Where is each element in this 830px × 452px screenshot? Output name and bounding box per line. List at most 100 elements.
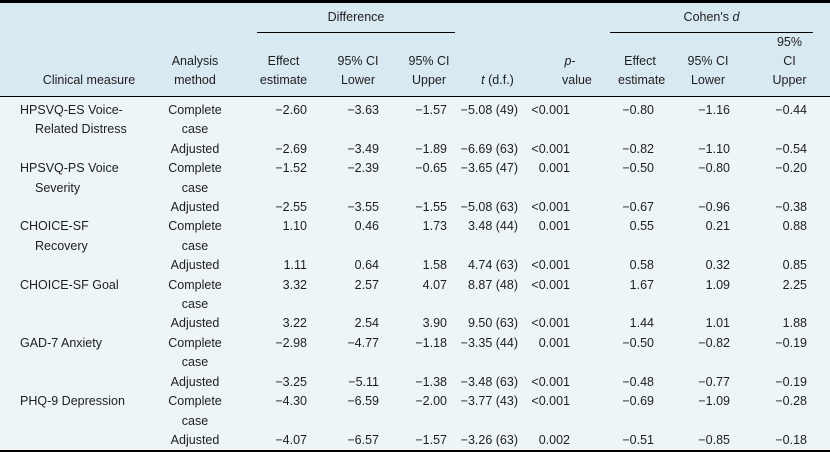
cell-diff-ci-upper: −1.18: [415, 335, 447, 350]
cell-diff-effect: −4.30: [275, 394, 307, 409]
cell-t-df: −3.77 (43): [460, 394, 518, 409]
cell-d-ci-lower: −0.77: [698, 374, 730, 389]
col-header-diff-ci-lower: 95% CI Lower: [315, 33, 387, 97]
cell-t-df: −3.35 (44): [460, 335, 518, 350]
table-row: Adjusted 1.11 0.64 1.58 4.74 (63) <0.001…: [0, 256, 830, 275]
cell-t-df: 8.87 (48): [467, 277, 518, 292]
table-row: Adjusted −2.55 −3.55 −1.55 −5.08 (63) <0…: [0, 198, 830, 217]
col-header-d-ci-lower: 95% CI Lower: [662, 33, 738, 97]
spanner-spacer-p: [526, 2, 578, 34]
cell-p-value: <0.001: [531, 374, 570, 389]
cell-measure: CHOICE-SF Recovery: [20, 219, 89, 253]
col-header-p-value: p- value: [526, 33, 592, 97]
cell-d-effect: −0.48: [622, 374, 654, 389]
cell-diff-ci-lower: 2.57: [354, 277, 379, 292]
cell-diff-ci-lower: −4.77: [347, 335, 379, 350]
cell-diff-effect: −3.25: [275, 374, 307, 389]
cell-d-effect: 0.55: [629, 219, 654, 234]
cell-diff-effect: −2.98: [275, 335, 307, 350]
cell-measure: [0, 256, 158, 275]
table-row: HPSVQ-ES Voice- Related Distress Complete…: [0, 97, 830, 140]
cell-diff-ci-upper: −1.55: [415, 200, 447, 215]
col-header-d-ci-upper: 95% CI Upper: [738, 33, 830, 97]
cell-t-df: −3.65 (47): [460, 161, 518, 176]
cell-d-ci-upper: −0.20: [775, 161, 808, 176]
cell-d-effect: 0.58: [629, 258, 654, 273]
cell-d-ci-upper: −0.38: [775, 200, 808, 215]
table-row: Adjusted 3.22 2.54 3.90 9.50 (63) <0.001…: [0, 314, 830, 333]
cell-diff-ci-lower: 0.64: [354, 258, 379, 273]
table-row: Adjusted −3.25 −5.11 −1.38 −3.48 (63) <0…: [0, 373, 830, 392]
cell-diff-ci-lower: −5.11: [348, 374, 379, 389]
cell-d-effect: 1.67: [629, 277, 654, 292]
cell-measure: PHQ-9 Depression: [20, 394, 125, 409]
cell-diff-ci-lower: −3.49: [347, 141, 379, 156]
cell-d-ci-lower: 0.32: [705, 258, 730, 273]
cell-t-df: 4.74 (63): [467, 258, 518, 273]
cell-d-ci-lower: −1.16: [698, 103, 730, 117]
cell-p-value: 0.001: [538, 335, 570, 350]
cell-d-ci-upper: −0.54: [775, 141, 808, 156]
cell-p-value: <0.001: [531, 258, 570, 273]
col-header-diff-ci-upper: 95% CI Upper: [387, 33, 455, 97]
cell-diff-effect: 1.11: [283, 258, 307, 273]
cell-analysis-method: Adjusted: [170, 374, 220, 389]
cell-t-df: 9.50 (63): [467, 316, 518, 331]
cell-measure: CHOICE-SF Goal: [20, 277, 119, 292]
cell-d-ci-upper: −0.44: [775, 103, 808, 117]
cell-d-ci-lower: −0.96: [698, 200, 730, 215]
cell-measure: HPSVQ-ES Voice- Related Distress: [20, 103, 127, 137]
cell-p-value: <0.001: [531, 316, 570, 331]
cell-diff-effect: −2.69: [275, 141, 307, 156]
column-header-row: Clinical measure Analysis method Effect es…: [0, 33, 830, 97]
cell-analysis-method: Adjusted: [170, 200, 220, 215]
cell-p-value: 0.001: [538, 161, 570, 176]
cell-p-value: <0.001: [531, 394, 570, 409]
cell-d-effect: 1.44: [629, 316, 654, 331]
cell-analysis-method: Complete case: [168, 335, 222, 370]
cell-diff-ci-lower: −3.55: [347, 200, 379, 215]
cell-diff-ci-upper: −1.38: [415, 374, 447, 389]
cell-d-ci-lower: 1.01: [705, 316, 730, 331]
cell-diff-ci-lower: −3.63: [347, 103, 379, 117]
cell-d-effect: −0.69: [622, 394, 654, 409]
cell-diff-effect: −1.52: [275, 161, 307, 176]
cell-diff-effect: 1.10: [282, 219, 307, 234]
table-row: PHQ-9 Depression Complete case −4.30 −6.5…: [0, 392, 830, 431]
cell-diff-ci-upper: −0.65: [415, 161, 447, 176]
cell-diff-effect: −2.55: [275, 200, 307, 215]
cell-diff-ci-lower: 0.46: [354, 219, 379, 234]
cell-d-ci-lower: 0.21: [705, 219, 730, 234]
cell-d-effect: −0.82: [622, 141, 654, 156]
cell-diff-ci-lower: 2.54: [354, 316, 379, 331]
cell-t-df: −5.08 (49): [460, 103, 518, 117]
cell-diff-ci-upper: 3.90: [422, 316, 447, 331]
cell-diff-ci-lower: −6.59: [347, 394, 379, 409]
cell-diff-ci-upper: 1.58: [422, 258, 447, 273]
cell-diff-ci-upper: −1.89: [415, 141, 447, 156]
cell-diff-ci-upper: 1.73: [422, 219, 447, 234]
cell-d-ci-upper: −0.19: [775, 374, 808, 389]
cell-d-ci-lower: −0.82: [698, 335, 730, 350]
table-row: HPSVQ-PS Voice Severity Complete case −1.5…: [0, 159, 830, 198]
cell-t-df: 3.48 (44): [467, 219, 518, 234]
table-header: Difference Cohen's d Clinical measure An…: [0, 1, 830, 97]
cell-d-ci-upper: 0.88: [782, 219, 808, 234]
spanner-spacer-t: [455, 2, 526, 34]
cell-d-effect: −0.80: [622, 103, 654, 117]
cell-p-value: <0.001: [531, 200, 570, 215]
cell-analysis-method: Complete case: [168, 103, 222, 137]
table-row: CHOICE-SF Goal Complete case 3.32 2.57 4.…: [0, 276, 830, 315]
cell-d-effect: −0.67: [622, 200, 654, 215]
cell-diff-ci-upper: −1.57: [415, 103, 447, 117]
cell-t-df: −6.69 (63): [460, 141, 518, 156]
spanner-spacer-left: [0, 2, 232, 34]
cell-d-effect: −0.50: [622, 161, 654, 176]
table-row: CHOICE-SF Recovery Complete case 1.10 0.46…: [0, 217, 830, 256]
cell-measure: [0, 140, 158, 159]
col-header-d-effect-estimate: Effect estimate: [578, 33, 665, 97]
spanner-cohens-d: Cohen's d: [578, 2, 830, 33]
cell-measure: HPSVQ-PS Voice Severity: [20, 161, 119, 195]
